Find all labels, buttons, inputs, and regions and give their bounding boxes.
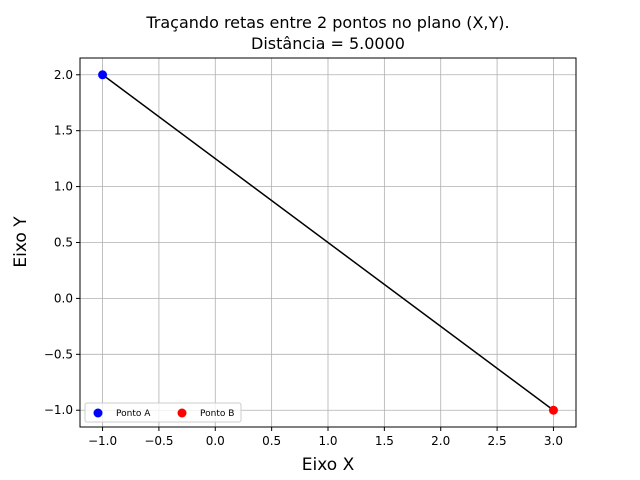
legend-box <box>84 402 242 423</box>
x-tick-label: 2.0 <box>431 434 450 448</box>
y-tick-label: 2.0 <box>54 68 73 82</box>
y-axis-label: Eixo Y <box>11 216 31 268</box>
x-tick-label: 3.0 <box>544 434 563 448</box>
points-layer <box>98 70 558 415</box>
x-tick-label: 0.5 <box>262 434 281 448</box>
x-axis-label: Eixo X <box>302 455 355 475</box>
y-tick-label: 1.0 <box>54 180 73 194</box>
x-tick-label: 1.5 <box>375 434 394 448</box>
legend-label-ponto-a: Ponto A <box>116 409 151 419</box>
x-tick-label: −1.0 <box>88 434 117 448</box>
ticks: −1.0 −0.5 0.0 0.5 1.0 1.5 2.0 2.5 3.0 −1.0 −0.5 0.0… <box>44 68 563 448</box>
legend: Ponto A Ponto B <box>84 402 242 423</box>
y-tick-label: −1.0 <box>44 403 73 417</box>
x-tick-label: 0.0 <box>206 434 225 448</box>
legend-marker-ponto-a <box>93 408 103 418</box>
x-tick-label: 1.0 <box>318 434 337 448</box>
y-tick-label: 1.5 <box>54 124 73 138</box>
point-ponto-b <box>548 405 558 415</box>
chart-subtitle: Distância = 5.0000 <box>251 34 405 53</box>
legend-marker-ponto-b <box>177 408 187 418</box>
x-tick-label: −0.5 <box>144 434 173 448</box>
grid <box>80 58 576 427</box>
x-tick-label: 2.5 <box>488 434 507 448</box>
line-layer <box>102 74 554 411</box>
connecting-line <box>102 74 554 411</box>
y-tick-label: 0.5 <box>54 236 73 250</box>
point-ponto-a <box>98 70 108 80</box>
chart-title: Traçando retas entre 2 pontos no plano (… <box>145 13 509 32</box>
y-tick-label: 0.0 <box>54 291 73 305</box>
legend-label-ponto-b: Ponto B <box>200 409 234 419</box>
y-tick-label: −0.5 <box>44 347 73 361</box>
